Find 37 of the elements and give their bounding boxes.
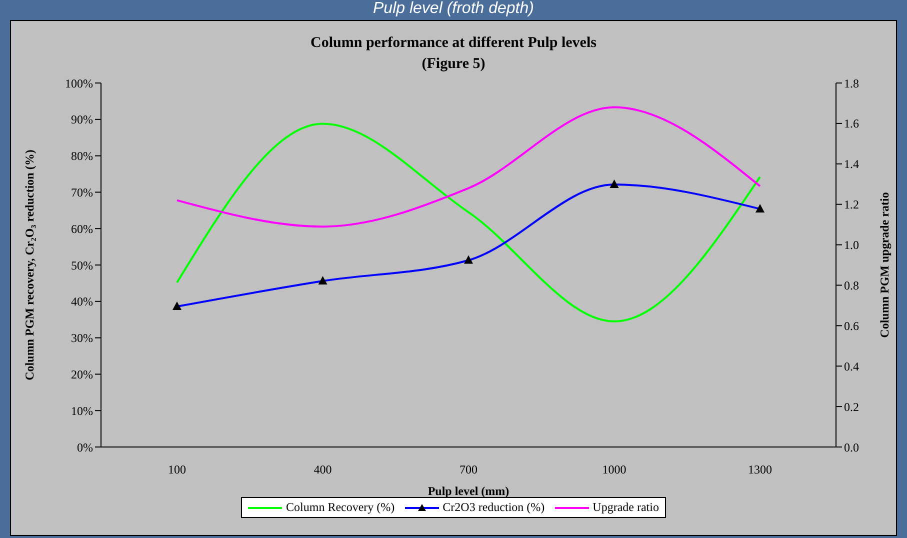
- x-tick-label: 1000: [602, 462, 626, 477]
- text: Pulp level (froth depth): [372, 0, 535, 18]
- chart-subtitle: (Figure 5): [420, 56, 486, 73]
- y2-tick-label: 0.8: [844, 278, 859, 292]
- legend-label: Column Recovery (%): [285, 500, 395, 515]
- x-tick-label: 1300: [748, 462, 772, 477]
- y2-tick-label: 1.0: [844, 238, 859, 252]
- y-tick-label: 60%: [71, 222, 93, 236]
- y2-tick-label: 0.2: [844, 400, 859, 414]
- y2-tick-label: 1.4: [844, 157, 859, 172]
- y-tick-label: 10%: [71, 404, 93, 418]
- y2-tick-label: 0.0: [844, 440, 859, 454]
- legend-label: Upgrade ratio: [592, 500, 659, 515]
- y-tick-label: 0%: [77, 440, 93, 454]
- line-series: [176, 106, 761, 228]
- y2-tick-label: 1.2: [844, 198, 859, 212]
- chart-title: Column performance at different Pulp levels: [310, 35, 598, 52]
- x-axis-title: Pulp level (mm): [428, 484, 510, 498]
- y-tick-label: 50%: [71, 258, 93, 272]
- y2-tick-label: 1.6: [844, 116, 859, 131]
- y-tick-label: 40%: [71, 294, 93, 309]
- y2-tick-label: 0.4: [844, 359, 859, 374]
- line-series: [176, 122, 761, 322]
- y-tick-label: 70%: [71, 185, 93, 200]
- y2-tick-label: 1.8: [844, 76, 859, 90]
- y-axis-title: Column PGM recovery, Cr₂O₃ reduction (%): [22, 150, 36, 380]
- x-tick-label: 700: [460, 462, 478, 477]
- y-tick-label: 90%: [71, 112, 93, 127]
- y-tick-label: 80%: [71, 149, 93, 164]
- y-tick-label: 100%: [65, 76, 93, 90]
- y-tick-label: 20%: [71, 367, 93, 382]
- x-tick-label: 400: [314, 462, 332, 477]
- legend-label: Cr2O3 reduction (%): [442, 500, 545, 515]
- x-tick-label: 100: [168, 462, 186, 477]
- y2-axis-title: Column PGM upgrade ratio: [877, 192, 892, 338]
- y-tick-label: 30%: [71, 331, 93, 346]
- y2-tick-label: 0.6: [844, 318, 859, 333]
